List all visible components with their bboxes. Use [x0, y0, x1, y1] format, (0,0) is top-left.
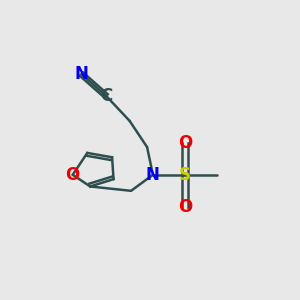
Text: S: S — [179, 166, 191, 184]
Text: C: C — [100, 87, 112, 105]
Text: N: N — [146, 166, 160, 184]
Text: O: O — [178, 134, 192, 152]
Text: N: N — [74, 65, 88, 83]
Text: O: O — [178, 198, 192, 216]
Text: O: O — [66, 166, 80, 184]
